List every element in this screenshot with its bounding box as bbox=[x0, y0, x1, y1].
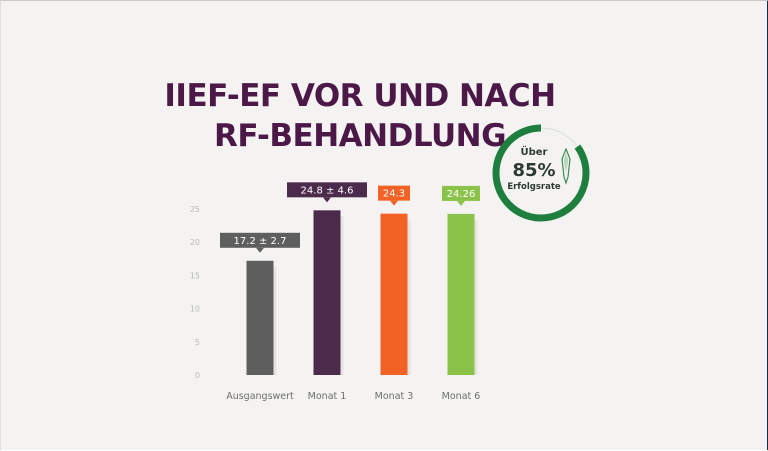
success-rate-badge bbox=[492, 124, 590, 222]
x-tick-label: Ausgangswert bbox=[226, 391, 294, 402]
bar bbox=[313, 210, 341, 375]
data-label-pointer bbox=[390, 200, 398, 206]
bar bbox=[447, 213, 475, 375]
badge-bottom-label: Erfolgsrate bbox=[507, 182, 561, 192]
chart-title-line-1: IIEF-EF VOR UND NACH bbox=[164, 78, 556, 114]
badge-top-label: Über bbox=[520, 147, 548, 158]
y-tick-label: 25 bbox=[190, 205, 200, 214]
data-label-box bbox=[378, 185, 410, 201]
y-tick-label: 10 bbox=[190, 305, 200, 314]
x-tick-label: Monat 1 bbox=[308, 391, 347, 402]
y-axis: 0 5 10 15 20 25 bbox=[190, 205, 200, 380]
y-tick-label: 0 bbox=[195, 371, 200, 380]
badge-value: 85% bbox=[512, 160, 556, 181]
bar bbox=[246, 260, 274, 375]
y-tick-label: 20 bbox=[190, 238, 200, 247]
chart-title-line-2: RF-BEHANDLUNG bbox=[213, 118, 507, 154]
y-tick-label: 15 bbox=[190, 271, 200, 280]
x-tick-label: Monat 3 bbox=[375, 391, 414, 402]
data-label-box bbox=[220, 232, 300, 248]
data-label-pointer bbox=[256, 247, 264, 253]
diamond-icon bbox=[561, 147, 571, 185]
data-label: 17.2 ± 2.7 bbox=[234, 236, 287, 247]
x-tick-label: Monat 6 bbox=[442, 391, 481, 402]
data-label-pointer bbox=[323, 197, 331, 203]
data-label: 24.8 ± 4.6 bbox=[301, 185, 354, 196]
data-label: 24.3 bbox=[383, 189, 405, 200]
data-label-box bbox=[442, 185, 480, 201]
data-label: 24.26 bbox=[447, 189, 476, 200]
badge-progress-arc bbox=[492, 124, 590, 222]
data-label-box bbox=[287, 182, 367, 198]
data-label-pointer bbox=[457, 200, 465, 206]
bar bbox=[380, 213, 408, 375]
y-tick-label: 5 bbox=[195, 338, 200, 347]
bars: 17.2 ± 2.7 Ausgangswert 24.8 ± 4.6 Monat 1 2… bbox=[220, 182, 480, 402]
